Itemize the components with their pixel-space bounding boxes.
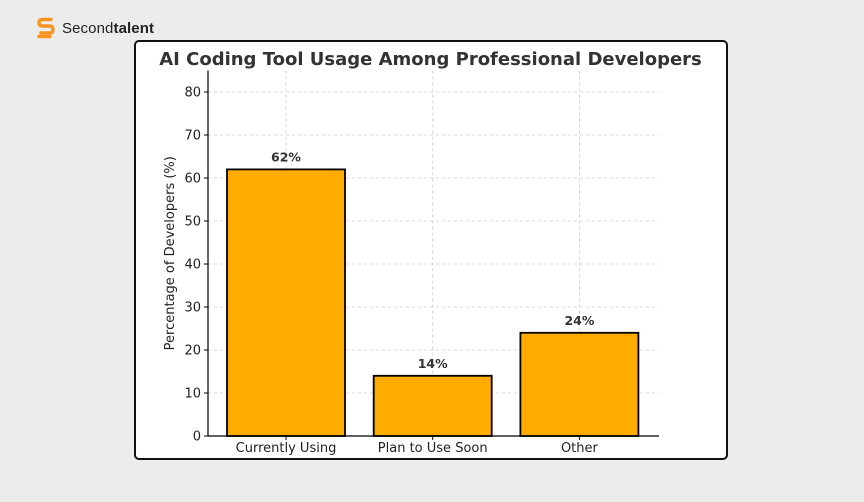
bar-value-label: 24% — [564, 313, 594, 328]
y-tick-label: 0 — [193, 430, 201, 445]
y-tick-label: 10 — [184, 387, 201, 402]
bar-value-label: 14% — [418, 356, 448, 371]
y-tick-label: 80 — [184, 86, 201, 101]
bar-value-label: 62% — [271, 149, 301, 164]
brand-name-bold: talent — [113, 19, 155, 37]
bar — [519, 331, 640, 437]
y-tick-label: 30 — [184, 301, 201, 316]
y-tick-label: 50 — [184, 215, 201, 230]
brand-name-regular: Second — [62, 19, 114, 37]
secondtalent-logo-icon — [37, 17, 55, 39]
bar — [226, 168, 346, 437]
y-tick-label: 40 — [184, 258, 201, 273]
y-axis-label: Percentage of Developers (%) — [163, 156, 178, 350]
chart-card: AI Coding Tool Usage Among Professional … — [134, 40, 728, 460]
brand: Secondtalent — [36, 15, 154, 41]
y-tick-label: 60 — [184, 172, 201, 187]
y-tick-label: 20 — [184, 344, 201, 359]
bar — [372, 374, 493, 437]
y-tick-label: 70 — [184, 129, 201, 144]
brand-name: Secondtalent — [62, 20, 154, 37]
x-tick-label: Other — [561, 441, 599, 456]
x-tick-label: Plan to Use Soon — [378, 441, 488, 456]
bar-chart: AI Coding Tool Usage Among Professional … — [159, 49, 702, 456]
chart-title: AI Coding Tool Usage Among Professional … — [159, 49, 702, 70]
x-tick-label: Currently Using — [236, 441, 337, 456]
